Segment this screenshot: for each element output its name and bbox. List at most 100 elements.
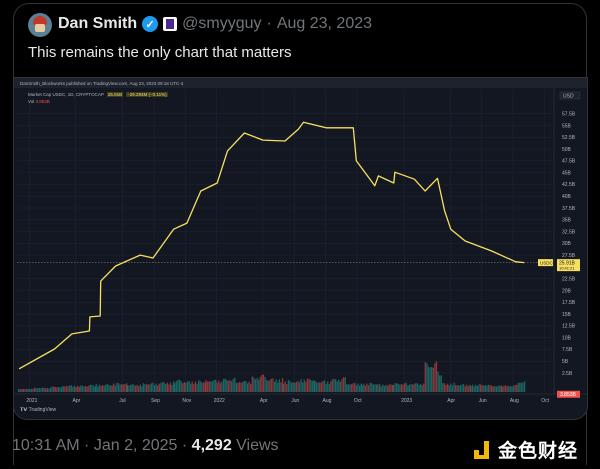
volume-bar — [103, 385, 105, 392]
volume-bar — [188, 381, 190, 392]
volume-bar — [440, 375, 442, 392]
volume-bar — [77, 385, 79, 392]
volume-bar — [100, 385, 102, 392]
volume-bar — [462, 383, 465, 392]
volume-bar — [377, 384, 379, 392]
avatar[interactable] — [28, 13, 52, 37]
volume-bar — [426, 363, 428, 392]
volume-bar — [128, 385, 130, 392]
volume-bar — [54, 386, 56, 392]
volume-bar — [131, 384, 133, 392]
volume-bar — [59, 387, 61, 392]
volume-bar — [314, 381, 316, 392]
volume-bar — [81, 385, 84, 392]
affiliate-badge-icon[interactable] — [163, 17, 178, 31]
volume-bar — [41, 387, 44, 392]
volume-legend: Vol 3.853B — [28, 99, 50, 104]
x-tick-label: Aug — [510, 398, 519, 404]
volume-bar — [51, 386, 53, 392]
usdc-market-cap-chart: 57.5B 55B 52.5B 50B 47.5B 45B 42.5B 40B 37.5B 35B… — [14, 78, 587, 404]
volume-bar — [97, 386, 99, 392]
volume-bar — [380, 386, 382, 392]
volume-bar — [49, 387, 52, 392]
volume-tag — [557, 390, 580, 398]
volume-bar — [286, 384, 288, 392]
volume-bar — [234, 377, 236, 392]
y-tick-label: 20B — [562, 288, 572, 294]
volume-bar — [451, 385, 454, 392]
volume-bar — [166, 382, 168, 392]
volume-bar — [429, 367, 431, 392]
volume-bar — [281, 378, 284, 392]
volume-bar — [519, 382, 521, 392]
volume-bar — [240, 382, 242, 392]
volume-bar — [423, 383, 425, 392]
volume-bar — [232, 378, 234, 392]
volume-bar — [161, 382, 164, 392]
volume-bar — [259, 376, 261, 392]
volume-bar — [469, 384, 471, 392]
chart-image[interactable]: 57.5B 55B 52.5B 50B 47.5B 45B 42.5B 40B 37.5B 35B… — [13, 77, 588, 420]
tweet-meta: 10:31 AM · Jan 2, 2025 · 4,292 Views — [12, 437, 279, 455]
volume-bar — [86, 386, 88, 392]
volume-bar — [126, 385, 129, 392]
x-tick-label: Jul — [119, 398, 125, 404]
volume-bar — [67, 386, 69, 392]
volume-bar — [277, 382, 279, 392]
volume-bar — [24, 388, 26, 392]
volume-bar — [133, 384, 135, 392]
volume-bar — [290, 382, 293, 392]
volume-bar — [456, 385, 458, 392]
volume-bar — [136, 384, 138, 392]
vol-label: Vol — [28, 99, 35, 104]
volume-bar — [193, 384, 195, 392]
volume-bar — [56, 387, 58, 392]
volume-bar — [352, 383, 354, 392]
volume-bar — [371, 383, 373, 392]
volume-bar — [227, 380, 230, 392]
volume-bar — [211, 381, 214, 392]
volume-bar — [138, 386, 140, 392]
volume-bar — [506, 385, 508, 392]
volume-bar — [442, 383, 444, 392]
verified-icon: ✓ — [142, 16, 159, 32]
y-tick-label: 57.5B — [562, 112, 576, 118]
volume-bar — [108, 384, 110, 392]
volume-bar — [339, 381, 342, 392]
chart-legend: Market Cap USDC, 1D, CRYPTOCAP 25.91B −2… — [28, 92, 168, 97]
price-countdown: 10:41:21 — [559, 266, 575, 271]
volume-bar — [375, 384, 378, 392]
author-name[interactable]: Dan Smith — [58, 15, 138, 32]
volume-bar — [78, 386, 80, 392]
y-tick-label: 37.5B — [562, 206, 576, 212]
author-handle[interactable]: @smyyguy — [182, 15, 262, 32]
volume-bar — [21, 388, 23, 392]
volume-bar — [142, 383, 145, 392]
tweet-date[interactable]: Aug 23, 2023 — [276, 15, 373, 32]
volume-bar — [155, 383, 157, 392]
volume-bar — [349, 384, 351, 392]
volume-bar — [317, 382, 319, 392]
volume-bar — [435, 361, 438, 392]
volume-bar — [237, 382, 239, 392]
volume-bar — [419, 383, 422, 392]
volume-bar — [491, 385, 493, 392]
volume-bar — [454, 384, 457, 392]
x-tick-label: 2023 — [401, 398, 412, 404]
volume-bar — [508, 386, 510, 392]
volume-bar — [427, 366, 430, 392]
volume-bar — [330, 381, 332, 392]
volume-bar — [397, 384, 399, 392]
volume-bar — [105, 384, 107, 392]
volume-bar — [98, 384, 101, 392]
volume-bar — [130, 384, 132, 392]
volume-bar — [157, 385, 159, 392]
volume-bar — [517, 382, 519, 392]
tweet-time[interactable]: 10:31 AM · Jan 2, 2025 · — [12, 437, 192, 454]
y-tick-label: 32.5B — [562, 229, 576, 235]
volume-bar — [33, 387, 36, 392]
volume-bar — [504, 385, 507, 392]
volume-bar — [516, 384, 518, 392]
y-tick-label: 15B — [562, 312, 572, 318]
volume-bar — [205, 380, 207, 392]
